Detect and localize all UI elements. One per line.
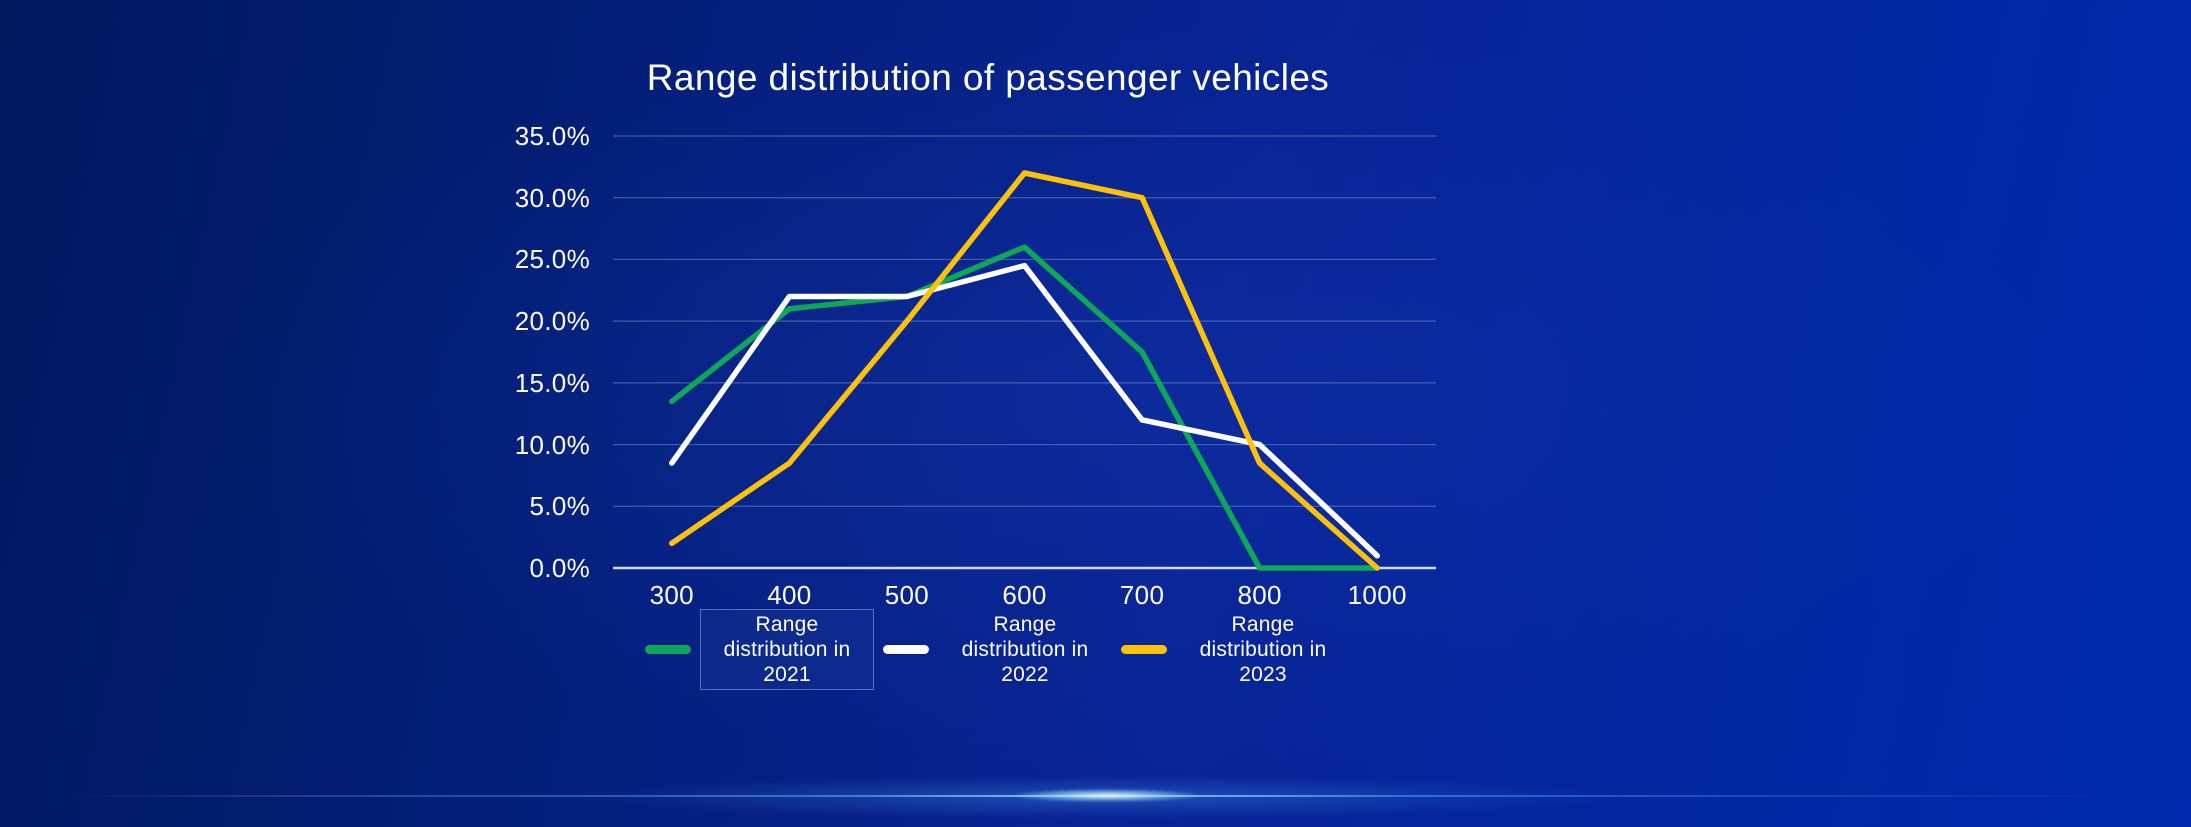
x-axis-tick-1000: 1000 (1347, 580, 1407, 610)
legend-swatch-2021 (645, 645, 691, 654)
series-line-2021 (669, 244, 1380, 571)
y-axis-tick-4: 20.0% (514, 306, 590, 337)
legend-label-2023: Range distribution in 2023 (1199, 613, 1327, 686)
x-axis-tick-300: 300 (649, 580, 694, 610)
legend-item-2022[interactable]: Range distribution in 2022 (883, 612, 1111, 687)
legend-swatch-2023 (1121, 645, 1167, 654)
legend-item-2021[interactable]: Range distribution in 2021 (645, 609, 874, 690)
y-axis-tick-1: 5.0% (529, 491, 590, 522)
chart-legend: Range distribution in 2021 Range distribu… (645, 609, 1349, 690)
legend-item-2023[interactable]: Range distribution in 2023 (1121, 612, 1349, 687)
x-axis-tick-400: 400 (767, 580, 812, 610)
x-axis-tick-700: 700 (1119, 580, 1165, 610)
y-axis-tick-2: 10.0% (514, 429, 590, 460)
x-axis-tick-800: 800 (1237, 580, 1282, 610)
chart-title: Range distribution of passenger vehicles (646, 57, 1330, 98)
x-axis-tick-500: 500 (884, 580, 930, 610)
y-axis-tick-0: 0.0% (529, 553, 590, 583)
legend-label-2022: Range distribution in 2022 (961, 613, 1089, 686)
legend-swatch-2022 (883, 645, 929, 654)
x-axis-tick-600: 600 (1002, 580, 1047, 610)
series-line-2023 (669, 170, 1380, 571)
y-axis-tick-3: 15.0% (514, 367, 590, 398)
bottom-glow-divider (0, 795, 2191, 797)
bottom-glow-hotspot (1014, 789, 1199, 802)
legend-label-2021: Range distribution in 2021 (700, 609, 874, 690)
y-axis-tick-5: 25.0% (514, 244, 590, 275)
line-chart-plot (613, 135, 1436, 571)
y-axis-tick-7: 35.0% (514, 121, 590, 151)
series-line-2022 (669, 262, 1380, 559)
bottom-glow-soft (0, 768, 2191, 827)
y-axis-tick-6: 30.0% (514, 182, 590, 213)
